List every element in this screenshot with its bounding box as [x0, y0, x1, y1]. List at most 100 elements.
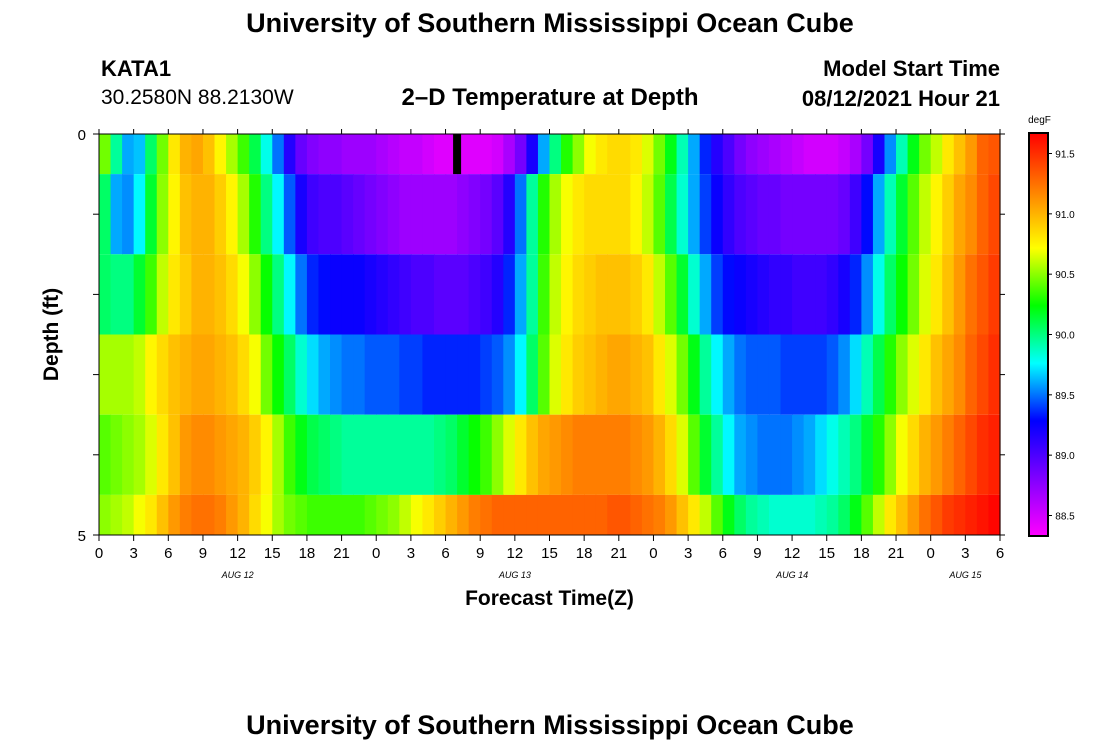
heatmap-cell — [618, 174, 631, 255]
x-tick-label: 18 — [299, 545, 316, 562]
current-time-marker — [453, 134, 462, 175]
heatmap-cell — [815, 494, 828, 535]
heatmap-cell — [468, 254, 481, 335]
heatmap-cell — [768, 174, 782, 255]
heatmap-cell — [191, 134, 204, 175]
heatmap-cell — [145, 254, 158, 335]
heatmap-cell — [618, 134, 631, 175]
heatmap-cell — [838, 254, 851, 335]
heatmap-cell — [676, 414, 689, 495]
heatmap-cell — [942, 134, 955, 175]
heatmap-cell — [168, 414, 181, 495]
heatmap-cell — [156, 494, 169, 535]
heatmap-cell — [861, 254, 874, 335]
footer-title: University of Southern Mississippi Ocean… — [246, 710, 854, 740]
heatmap-cell — [861, 174, 874, 255]
heatmap-cell — [953, 174, 966, 255]
heatmap-cell — [364, 134, 377, 175]
heatmap-cell — [341, 334, 354, 415]
heatmap-cell — [330, 254, 343, 335]
colorbar-tick-label: 91.0 — [1055, 210, 1075, 221]
heatmap-cell — [226, 174, 239, 255]
heatmap-cell — [364, 254, 377, 335]
heatmap-cell — [942, 494, 955, 535]
heatmap-cell — [595, 334, 608, 415]
heatmap-cell — [376, 254, 389, 335]
heatmap-cell — [849, 334, 862, 415]
heatmap-cell — [422, 494, 435, 535]
heatmap-cell — [202, 174, 216, 255]
heatmap-cell — [122, 494, 135, 535]
heatmap-cell — [561, 414, 574, 495]
heatmap-cell — [283, 334, 296, 415]
heatmap-cell — [641, 254, 655, 335]
heatmap-cell — [630, 414, 643, 495]
heatmap-cell — [930, 414, 943, 495]
heatmap-cell — [214, 334, 227, 415]
colorbar-tick-label: 91.5 — [1055, 150, 1075, 161]
heatmap-cell — [688, 134, 701, 175]
heatmap-cell — [214, 494, 227, 535]
colorbar-tick-label: 90.5 — [1055, 270, 1075, 281]
heatmap-cell — [803, 494, 816, 535]
heatmap-cell — [260, 174, 273, 255]
heatmap-cell — [641, 494, 655, 535]
heatmap-cell — [792, 414, 805, 495]
colorbar-ticks: 88.5 89.0 89.5 90.0 90.5 91.0 91.5 — [1048, 150, 1075, 522]
heatmap-cell — [665, 334, 678, 415]
x-tick-label: 12 — [507, 545, 524, 562]
station-coordinates: 30.2580N 88.2130W — [101, 86, 294, 109]
x-tick-label: 6 — [441, 545, 449, 562]
heatmap-cell — [919, 174, 932, 255]
heatmap-cell — [757, 134, 770, 175]
heatmap-cell — [226, 334, 239, 415]
heatmap-cell — [237, 174, 250, 255]
heatmap-cell — [561, 334, 574, 415]
station-id: KATA1 — [101, 56, 172, 81]
heatmap-cell — [99, 174, 112, 255]
heatmap-cell — [156, 414, 169, 495]
heatmap-cell — [387, 414, 400, 495]
heatmap-cell — [318, 414, 331, 495]
x-tick-label: 6 — [719, 545, 727, 562]
heatmap-cell — [734, 134, 747, 175]
heatmap-cell — [988, 334, 1001, 415]
heatmap-cell — [607, 134, 620, 175]
heatmap-cell — [549, 334, 562, 415]
heatmap-cell — [630, 254, 643, 335]
heatmap-cell — [849, 254, 862, 335]
heatmap-cell — [653, 494, 666, 535]
heatmap-cell — [214, 254, 227, 335]
day-label: AUG 15 — [948, 570, 982, 580]
heatmap-cell — [572, 494, 585, 535]
heatmap-cell — [480, 334, 493, 415]
heatmap-cell — [168, 334, 181, 415]
heatmap-cell — [561, 254, 574, 335]
heatmap-cell — [410, 134, 424, 175]
heatmap-cell — [803, 414, 816, 495]
heatmap-cell — [422, 334, 435, 415]
heatmap-cell — [745, 254, 759, 335]
heatmap-cell — [295, 494, 308, 535]
heatmap-cell — [768, 254, 782, 335]
heatmap-cell — [99, 134, 112, 175]
heatmap-cell — [410, 174, 424, 255]
heatmap-cell — [549, 174, 562, 255]
heatmap-cell — [838, 174, 851, 255]
heatmap-cell — [295, 174, 308, 255]
heatmap-cell — [145, 494, 158, 535]
heatmap-cell — [815, 414, 828, 495]
heatmap-cell — [780, 254, 793, 335]
heatmap-cell — [99, 494, 112, 535]
heatmap-cell — [156, 334, 169, 415]
heatmap-cell — [584, 494, 597, 535]
heatmap-cell — [838, 494, 851, 535]
heatmap-cell — [480, 254, 493, 335]
heatmap-cell — [641, 174, 655, 255]
y-tick-label: 5 — [78, 528, 86, 545]
heatmap-cell — [549, 414, 562, 495]
heatmap-cell — [295, 254, 308, 335]
heatmap-cell — [537, 494, 551, 535]
heatmap-cell — [260, 334, 273, 415]
heatmap-cell — [595, 414, 608, 495]
